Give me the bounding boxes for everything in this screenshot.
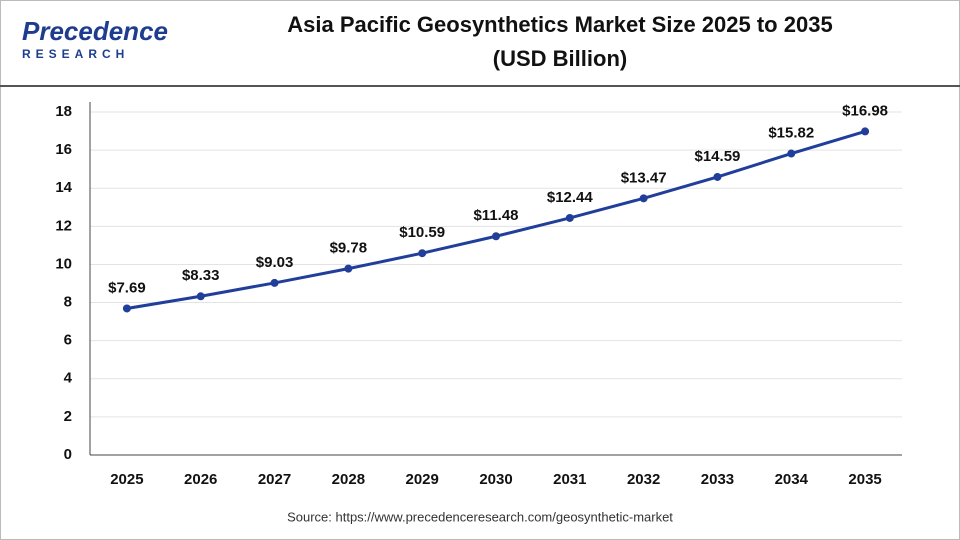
value-label: $7.69: [108, 279, 146, 296]
value-label: $16.98: [842, 102, 888, 119]
value-label: $10.59: [399, 224, 445, 241]
point: [639, 194, 648, 203]
x-tick-label: 2028: [332, 471, 365, 488]
logo-tagline: RESEARCH: [22, 47, 129, 61]
value-label: $13.47: [621, 169, 667, 186]
x-tick-label: 2026: [184, 471, 217, 488]
value-label: $11.48: [473, 207, 518, 224]
x-tick-label: 2035: [848, 471, 881, 488]
point: [861, 127, 870, 136]
value-label: $14.59: [695, 148, 741, 165]
y-tick-label: 2: [64, 408, 72, 425]
y-tick-label: 0: [64, 446, 72, 463]
source: Source: https://www.precedenceresearch.c…: [287, 509, 673, 524]
y-tick-label: 8: [64, 294, 72, 311]
x-tick-label: 2025: [110, 471, 143, 488]
x-tick-label: 2033: [701, 471, 734, 488]
y-tick-label: 18: [55, 103, 72, 120]
x-tick-label: 2031: [553, 471, 586, 488]
value-label: $15.82: [768, 125, 814, 142]
y-tick-label: 12: [55, 217, 72, 234]
y-tick-label: 6: [64, 332, 72, 349]
logo-name: Precedence: [22, 16, 168, 46]
point: [418, 249, 427, 258]
point: [196, 292, 205, 301]
y-tick-label: 16: [55, 141, 72, 158]
value-label: $9.78: [330, 240, 368, 257]
y-tick-label: 14: [55, 179, 72, 196]
chart-title: Asia Pacific Geosynthetics Market Size 2…: [287, 12, 832, 37]
x-tick-label: 2030: [479, 471, 512, 488]
point: [713, 172, 722, 181]
point: [565, 213, 574, 222]
x-tick-label: 2027: [258, 471, 291, 488]
x-tick-label: 2034: [775, 471, 809, 488]
point: [344, 264, 353, 273]
chart-subtitle: (USD Billion): [493, 46, 627, 71]
value-label: $9.03: [256, 254, 294, 271]
point: [787, 149, 796, 158]
point: [492, 232, 500, 241]
y-tick-label: 4: [64, 370, 73, 387]
point: [270, 278, 279, 287]
point: [122, 304, 131, 313]
y-tick-label: 10: [55, 255, 72, 272]
value-label: $8.33: [182, 267, 220, 284]
x-tick-label: 2032: [627, 471, 660, 488]
x-tick-label: 2029: [405, 471, 438, 488]
value-label: $12.44: [547, 189, 594, 206]
